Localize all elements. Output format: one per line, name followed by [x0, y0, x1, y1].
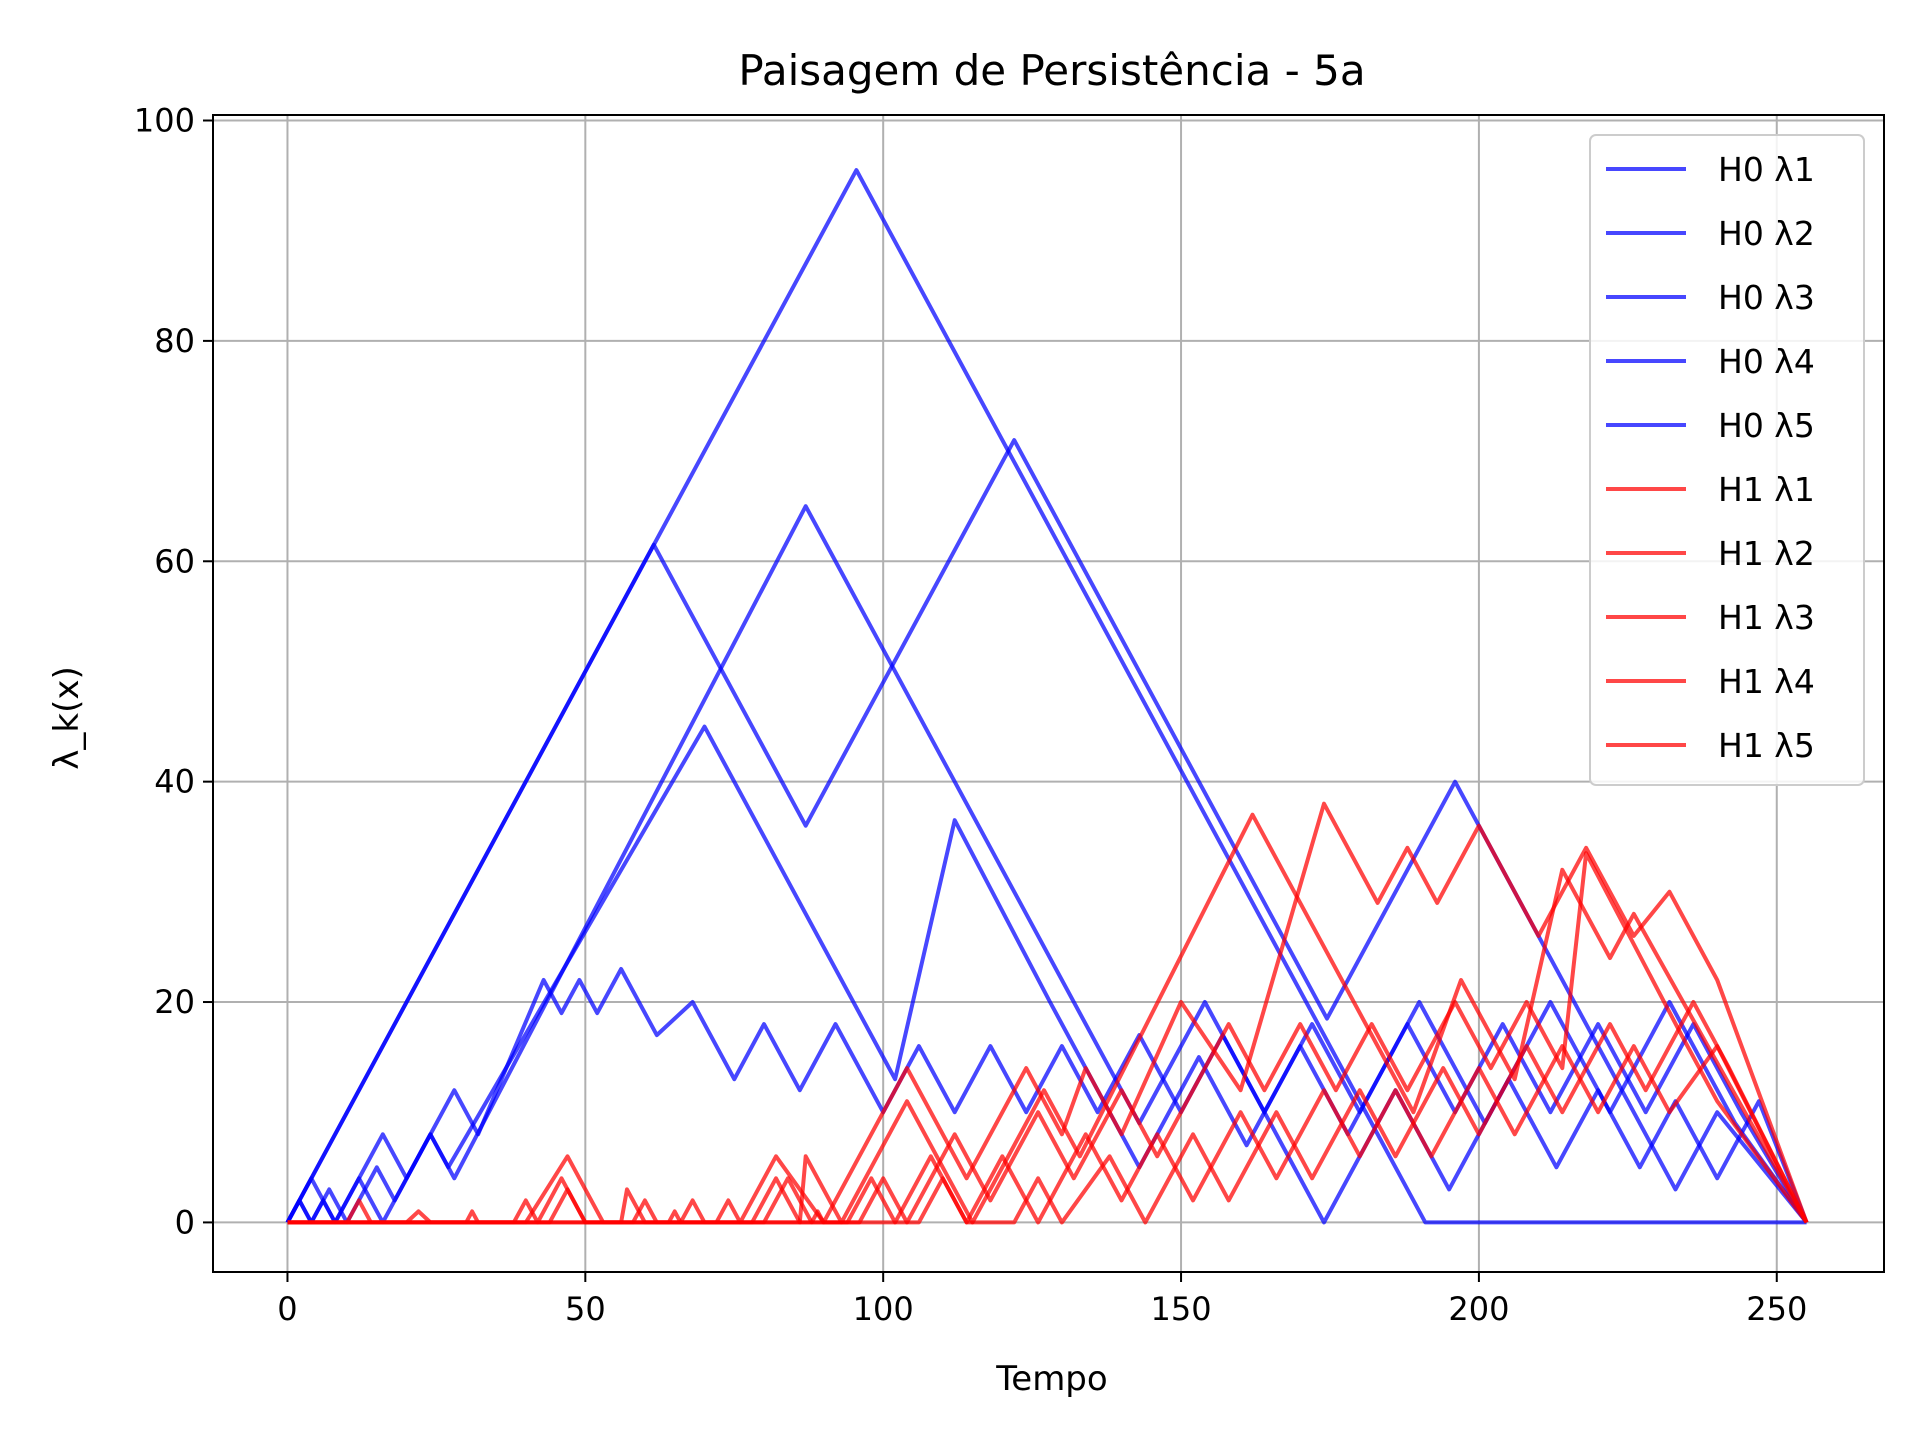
chart-title: Paisagem de Persistência - 5a [738, 46, 1365, 95]
x-tick-label: 100 [853, 1290, 914, 1328]
x-tick-label: 250 [1746, 1290, 1807, 1328]
legend-label: H0 λ2 [1718, 214, 1815, 253]
legend-label: H1 λ3 [1718, 598, 1815, 637]
x-axis-label: Tempo [995, 1359, 1107, 1399]
series-line-h1-λ4 [287, 1044, 1809, 1225]
legend-label: H1 λ2 [1718, 534, 1815, 573]
legend: H0 λ1 H0 λ2 H0 λ3 H0 λ4 H0 λ5 H1 λ1 H1 λ2 H1 λ3… [1589, 134, 1865, 786]
y-tick-label: 0 [175, 1203, 195, 1241]
y-tick-label: 60 [154, 542, 195, 580]
legend-label: H0 λ3 [1718, 278, 1815, 317]
legend-label: H1 λ5 [1718, 726, 1815, 765]
series-line-h1-λ5 [287, 1000, 1809, 1225]
x-tick-label: 200 [1448, 1290, 1509, 1328]
x-tick-label: 150 [1151, 1290, 1212, 1328]
legend-label: H1 λ1 [1718, 470, 1815, 509]
plot-frame [212, 114, 1885, 1273]
y-tick-label: 80 [154, 322, 195, 360]
x-tick-label: 50 [565, 1290, 606, 1328]
axis-ticks: 0 50 100 150 200 250 0 20 40 60 80 100 [134, 102, 1807, 1328]
legend-label: H0 λ5 [1718, 406, 1815, 445]
x-tick-label: 0 [277, 1290, 297, 1328]
series-lines [285, 168, 1809, 1225]
y-tick-label: 40 [154, 763, 195, 801]
series-line-h1-λ2 [287, 801, 1809, 1225]
y-tick-label: 100 [134, 102, 195, 140]
legend-label: H1 λ4 [1718, 662, 1815, 701]
y-tick-label: 20 [154, 983, 195, 1021]
y-axis-label: λ_k(x) [47, 666, 87, 769]
legend-label: H0 λ4 [1718, 342, 1815, 381]
legend-label: H0 λ1 [1718, 150, 1815, 189]
